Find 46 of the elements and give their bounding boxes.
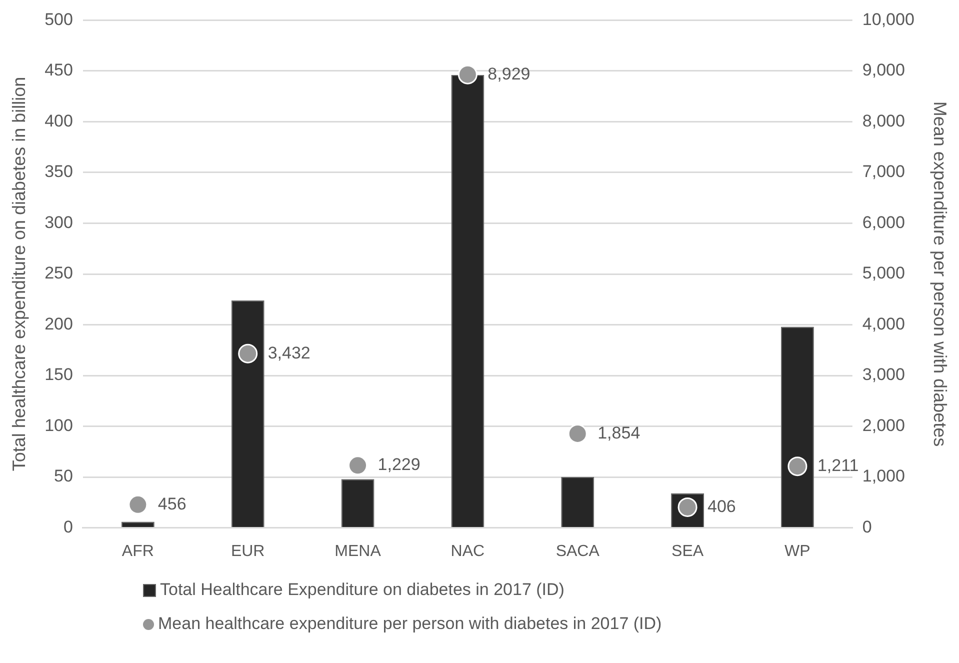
x-tick-label: SEA	[672, 542, 704, 560]
point	[348, 456, 368, 476]
data-label: 1,211	[817, 456, 859, 476]
point	[238, 344, 258, 364]
y2-axis-title: Mean expenditure per person with diabetes	[930, 101, 950, 447]
y2-tick-label: 6,000	[862, 212, 905, 232]
x-tick-label: WP	[784, 542, 810, 560]
y2-tick-label: 9,000	[862, 60, 905, 80]
x-tick-label: AFR	[122, 542, 154, 560]
y-tick-label: 200	[44, 314, 73, 334]
y2-tick-label: 1,000	[862, 466, 905, 486]
point	[128, 494, 148, 514]
data-label: 456	[158, 494, 186, 514]
y-tick-label: 500	[44, 10, 73, 29]
data-label: 1,854	[598, 423, 640, 442]
point	[788, 456, 808, 476]
y2-tick-label: 10,000	[862, 10, 914, 29]
y2-tick-label: 3,000	[862, 365, 905, 384]
y-tick-label: 100	[44, 416, 73, 435]
legend-label: Mean healthcare expenditure per person with diabetes in 2017 (ID)	[158, 614, 662, 634]
y-tick-label: 350	[44, 162, 73, 182]
y2-tick-label: 7,000	[862, 162, 905, 182]
x-tick-label: EUR	[230, 542, 265, 560]
x-tick-label: MENA	[334, 542, 382, 560]
y-tick-label: 0	[63, 517, 73, 536]
point	[458, 64, 478, 84]
x-tick-label: NAC	[450, 542, 485, 560]
y2-tick-label: 2,000	[862, 416, 905, 435]
point	[568, 424, 588, 444]
y-tick-label: 150	[44, 365, 73, 384]
y-tick-label: 450	[44, 60, 73, 80]
y-tick-label: 250	[44, 264, 73, 283]
data-label: 406	[708, 496, 736, 516]
data-label: 1,229	[378, 455, 420, 474]
data-label: 8,929	[488, 64, 530, 84]
data-label: 3,432	[268, 343, 310, 362]
y2-tick-label: 5,000	[862, 264, 905, 283]
y2-tick-label: 4,000	[862, 314, 905, 334]
y-tick-label: 400	[44, 111, 73, 130]
y2-tick-label: 0	[862, 517, 872, 536]
y-axis-title: Total healthcare expenditure on diabetes in billion	[8, 76, 29, 472]
y-tick-label: 300	[44, 212, 73, 232]
y-tick-label: 50	[54, 466, 73, 486]
legend-label: Total Healthcare Expenditure on diabetes in 2017 (ID)	[160, 580, 564, 600]
x-tick-label: SACA	[556, 542, 600, 560]
y2-tick-label: 8,000	[862, 111, 905, 130]
